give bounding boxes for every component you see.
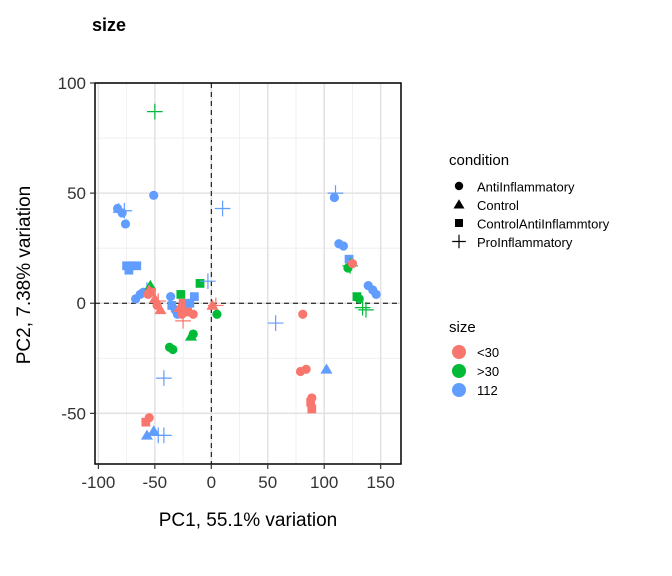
data-point (143, 289, 153, 300)
data-point (307, 404, 317, 414)
x-tick-label: -100 (81, 473, 115, 492)
data-point (154, 304, 167, 315)
data-point (338, 241, 349, 251)
legend-key-color (452, 345, 466, 359)
data-point (214, 200, 231, 217)
y-axis-title: PC2, 7.38% variation (14, 186, 35, 365)
data-point (200, 273, 216, 290)
data-point (320, 363, 333, 374)
data-point (267, 315, 284, 331)
legend-key-plus (452, 234, 466, 249)
data-point (156, 427, 172, 444)
x-tick-label: 0 (207, 473, 216, 492)
x-tick-label: 50 (258, 473, 277, 492)
grid-lines (95, 82, 401, 464)
data-point (195, 279, 205, 288)
legend-key-color (452, 383, 466, 397)
data-point (147, 103, 163, 120)
data-point (354, 299, 371, 316)
data-point (141, 417, 151, 427)
y-tick-label: 50 (67, 184, 86, 203)
data-point (122, 261, 131, 271)
x-tick-label: 150 (366, 473, 394, 492)
legend-item-label: AntiInflammatory (477, 180, 575, 195)
x-tick-label: 100 (310, 473, 338, 492)
legend-item-label: 112 (477, 383, 498, 398)
data-point (354, 294, 364, 304)
legend-title-condition: condition (449, 152, 509, 169)
data-point (127, 261, 137, 271)
legend-item-label: ControlAntiInflammtory (477, 217, 610, 232)
y-tick-label: 0 (77, 294, 86, 313)
data-point (189, 292, 199, 301)
panel-border (94, 82, 402, 465)
data-point (358, 302, 374, 318)
x-axis-title: PC1, 55.1% variation (159, 510, 338, 531)
data-point (344, 254, 354, 264)
chart-title: size (92, 15, 126, 35)
data-point (183, 307, 192, 317)
data-point (166, 292, 176, 302)
data-point (178, 298, 188, 308)
legend-item-label: ProInflammatory (477, 235, 573, 250)
data-point (176, 290, 186, 299)
data-point (188, 329, 198, 339)
axes: -100 -50 0 50 100 150 100 50 0 -50 (58, 74, 395, 492)
legends: condition AntiInflammatory Control ControlA… (449, 152, 610, 398)
legend-item-label: <30 (477, 345, 499, 360)
data-point (156, 370, 172, 386)
legend-title-size: size (449, 319, 476, 336)
data-point (347, 258, 358, 269)
data-point (124, 265, 134, 275)
data-point (116, 202, 133, 219)
data-point (329, 192, 339, 203)
data-point (206, 299, 219, 310)
x-tick-label: -50 (143, 473, 168, 492)
data-point (212, 309, 222, 319)
data-point (371, 289, 381, 300)
data-point (147, 425, 160, 436)
data-point (168, 344, 178, 355)
legend-key-color (452, 364, 466, 378)
legend-key-square (455, 219, 463, 227)
data-point (132, 261, 142, 271)
reference-lines (95, 83, 401, 464)
data-points (112, 103, 381, 444)
data-point (301, 364, 311, 374)
data-point (185, 298, 195, 308)
data-point (149, 190, 159, 200)
data-point (144, 279, 157, 290)
legend-key-circle (454, 181, 464, 191)
data-point (117, 208, 127, 218)
data-point (306, 397, 316, 407)
y-tick-label: -50 (61, 404, 86, 423)
legend-item-label: Control (477, 198, 519, 213)
data-point (167, 301, 177, 310)
data-point (188, 309, 198, 319)
data-point (298, 309, 308, 319)
legend-item-label: >30 (477, 364, 499, 379)
legend-key-triangle (453, 199, 465, 209)
y-tick-label: 100 (58, 74, 86, 93)
data-point (175, 313, 191, 329)
data-point (140, 429, 153, 440)
data-point (120, 219, 131, 229)
